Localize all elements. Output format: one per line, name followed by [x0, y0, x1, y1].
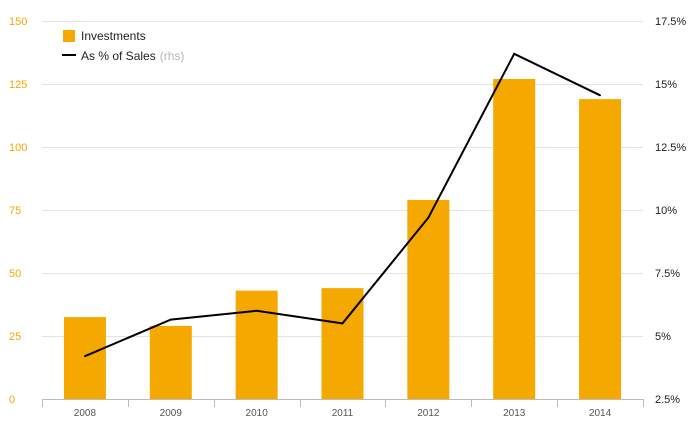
x-tick-label: 2013: [503, 408, 526, 419]
y-left-tick-label: 25: [9, 331, 21, 343]
line-series-percent-of-sales: [84, 52, 601, 358]
y-right-tick-label: 17.5%: [655, 16, 686, 28]
x-axis: [42, 399, 644, 407]
point-2014: [599, 94, 601, 97]
y-left-tick-label: 75: [9, 205, 21, 217]
legend: Investments As % of Sales (rhs): [62, 29, 184, 63]
legend-label-note: (rhs): [160, 49, 185, 63]
y-right-tick-label: 7.5%: [655, 268, 680, 280]
x-tick-label: 2010: [246, 408, 269, 419]
point-2011: [341, 322, 344, 325]
legend-label-investments: Investments: [81, 29, 146, 43]
y-left-tick-label: 150: [9, 16, 27, 28]
bar-2013: [493, 78, 536, 400]
bar-2010: [235, 290, 278, 399]
y-left-tick-label: 100: [9, 142, 27, 154]
x-tick-label: 2009: [160, 408, 183, 419]
point-2010: [255, 309, 258, 312]
legend-label-text: As % of Sales: [81, 49, 156, 63]
point-2008: [84, 355, 86, 358]
legend-item-percent-of-sales: As % of Sales (rhs): [62, 49, 184, 63]
legend-item-investments: Investments: [63, 29, 146, 43]
x-tick-label: 2012: [417, 408, 440, 419]
x-tick-label: 2011: [332, 408, 354, 419]
point-2009: [169, 318, 172, 321]
y-right-tick-label: 2.5%: [655, 394, 680, 406]
x-tick-label: 2008: [74, 408, 97, 419]
y-left-tick-label: 125: [9, 79, 27, 91]
legend-swatch-investments: [63, 30, 75, 42]
y-right-tick-label: 12.5%: [655, 142, 686, 154]
bar-2008: [63, 317, 106, 399]
bar-2014: [579, 99, 622, 400]
y-right-tick-label: 5%: [655, 331, 671, 343]
bar-2012: [407, 199, 450, 399]
y-right-tick-label: 10%: [655, 205, 677, 217]
tick-labels: 0 25 50 75 100 125 150 2.5% 5% 7.5% 10% 12.5% 15% 17.…: [9, 16, 686, 419]
legend-label-percent-of-sales: As % of Sales (rhs): [81, 49, 184, 63]
point-2012: [427, 216, 430, 219]
y-right-tick-label: 15%: [655, 79, 677, 91]
bar-2009: [149, 325, 192, 399]
y-left-tick-label: 0: [9, 394, 15, 406]
point-2013: [513, 52, 516, 55]
y-left-tick-label: 50: [9, 268, 21, 280]
gridlines: [42, 21, 643, 337]
bar-series-investments: [63, 78, 622, 400]
x-tick-label: 2014: [589, 408, 612, 419]
